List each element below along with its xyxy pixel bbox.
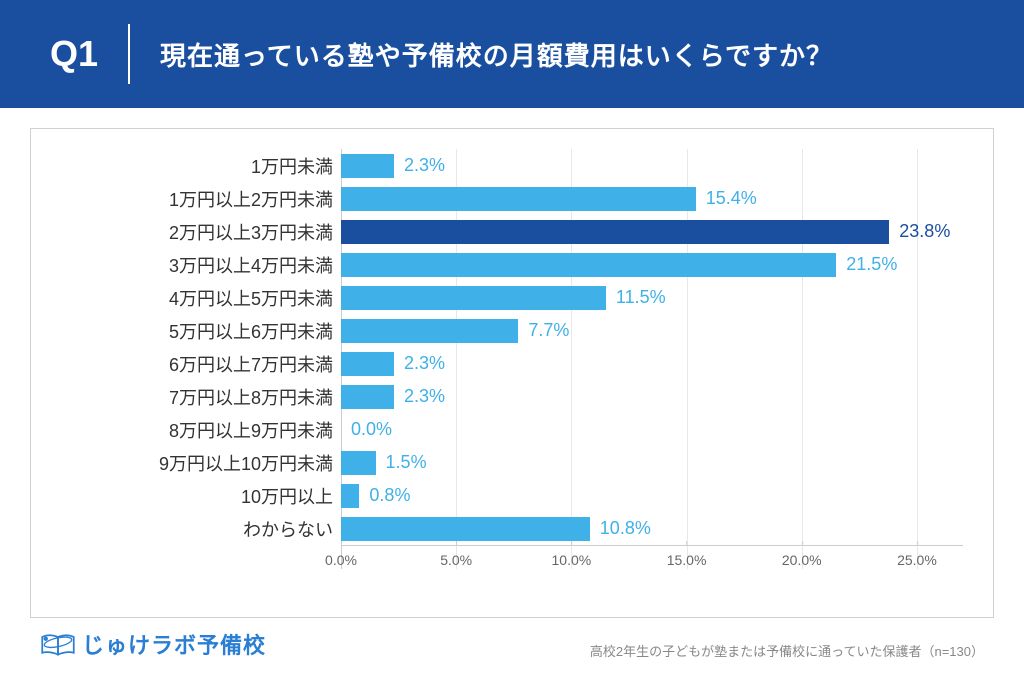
question-header: Q1 現在通っている塾や予備校の月額費用はいくらですか？ xyxy=(0,0,1024,108)
category-label: 1万円未満 xyxy=(51,153,341,179)
bar xyxy=(341,253,836,277)
x-tick: 5.0% xyxy=(440,546,472,568)
footer: じゅけラボ予備校 高校2年生の子どもが塾または予備校に通っていた保護者（n=13… xyxy=(0,628,1024,670)
bar-row: 10万円以上 0.8% xyxy=(51,479,963,512)
x-tick: 25.0% xyxy=(897,546,937,568)
category-label: 1万円以上2万円未満 xyxy=(51,186,341,212)
category-label: 5万円以上6万円未満 xyxy=(51,318,341,344)
bar xyxy=(341,220,889,244)
bar-row: 8万円以上9万円未満 0.0% xyxy=(51,413,963,446)
question-number: Q1 xyxy=(50,24,130,84)
bar-row: 9万円以上10万円未満 1.5% xyxy=(51,446,963,479)
value-label: 21.5% xyxy=(846,254,897,275)
category-label: 8万円以上9万円未満 xyxy=(51,417,341,443)
x-tick: 0.0% xyxy=(325,546,357,568)
category-label: 7万円以上8万円未満 xyxy=(51,384,341,410)
value-label: 23.8% xyxy=(899,221,950,242)
question-title: 現在通っている塾や予備校の月額費用はいくらですか？ xyxy=(130,36,833,73)
bar-row: 5万円以上6万円未満 7.7% xyxy=(51,314,963,347)
category-label: 4万円以上5万円未満 xyxy=(51,285,341,311)
value-label: 2.3% xyxy=(404,353,445,374)
value-label: 11.5% xyxy=(616,287,666,308)
bar xyxy=(341,352,394,376)
category-label: 3万円以上4万円未満 xyxy=(51,252,341,278)
bar xyxy=(341,154,394,178)
x-tick: 15.0% xyxy=(667,546,707,568)
value-label: 10.8% xyxy=(600,518,651,539)
logo-text: じゅけラボ予備校 xyxy=(82,628,266,660)
bar-rows: 1万円未満 2.3% 1万円以上2万円未満 15.4% 2万円以上3万円未満 23.8% 3… xyxy=(51,149,963,545)
bar-row: わからない 10.8% xyxy=(51,512,963,545)
bar xyxy=(341,319,518,343)
value-label: 2.3% xyxy=(404,386,445,407)
value-label: 0.8% xyxy=(369,485,410,506)
category-label: 2万円以上3万円未満 xyxy=(51,219,341,245)
category-label: わからない xyxy=(51,516,341,542)
x-axis: 0.0% 5.0% 10.0% 15.0% 20.0% 25.0% xyxy=(51,545,963,575)
bar-row: 2万円以上3万円未満 23.8% xyxy=(51,215,963,248)
x-axis-ticks: 0.0%5.0%10.0%15.0%20.0%25.0% xyxy=(341,545,963,575)
bar xyxy=(341,517,590,541)
logo: じゅけラボ予備校 xyxy=(40,628,266,660)
value-label: 0.0% xyxy=(351,419,392,440)
x-tick: 10.0% xyxy=(552,546,592,568)
bar-row: 1万円以上2万円未満 15.4% xyxy=(51,182,963,215)
bar xyxy=(341,451,376,475)
x-tick: 20.0% xyxy=(782,546,822,568)
bar xyxy=(341,484,359,508)
bar-row: 1万円未満 2.3% xyxy=(51,149,963,182)
bar-row: 6万円以上7万円未満 2.3% xyxy=(51,347,963,380)
bar xyxy=(341,286,606,310)
footnote: 高校2年生の子どもが塾または予備校に通っていた保護者（n=130） xyxy=(590,641,984,660)
value-label: 2.3% xyxy=(404,155,445,176)
bar xyxy=(341,385,394,409)
value-label: 15.4% xyxy=(706,188,757,209)
bar xyxy=(341,187,696,211)
bar-row: 4万円以上5万円未満 11.5% xyxy=(51,281,963,314)
bar-row: 7万円以上8万円未満 2.3% xyxy=(51,380,963,413)
value-label: 7.7% xyxy=(528,320,569,341)
category-label: 6万円以上7万円未満 xyxy=(51,351,341,377)
chart-container: 1万円未満 2.3% 1万円以上2万円未満 15.4% 2万円以上3万円未満 23.8% 3… xyxy=(30,128,994,618)
book-icon xyxy=(40,630,76,658)
category-label: 10万円以上 xyxy=(51,483,341,509)
category-label: 9万円以上10万円未満 xyxy=(51,450,341,476)
bar-row: 3万円以上4万円未満 21.5% xyxy=(51,248,963,281)
value-label: 1.5% xyxy=(386,452,427,473)
chart-area: 1万円未満 2.3% 1万円以上2万円未満 15.4% 2万円以上3万円未満 23.8% 3… xyxy=(51,149,963,599)
